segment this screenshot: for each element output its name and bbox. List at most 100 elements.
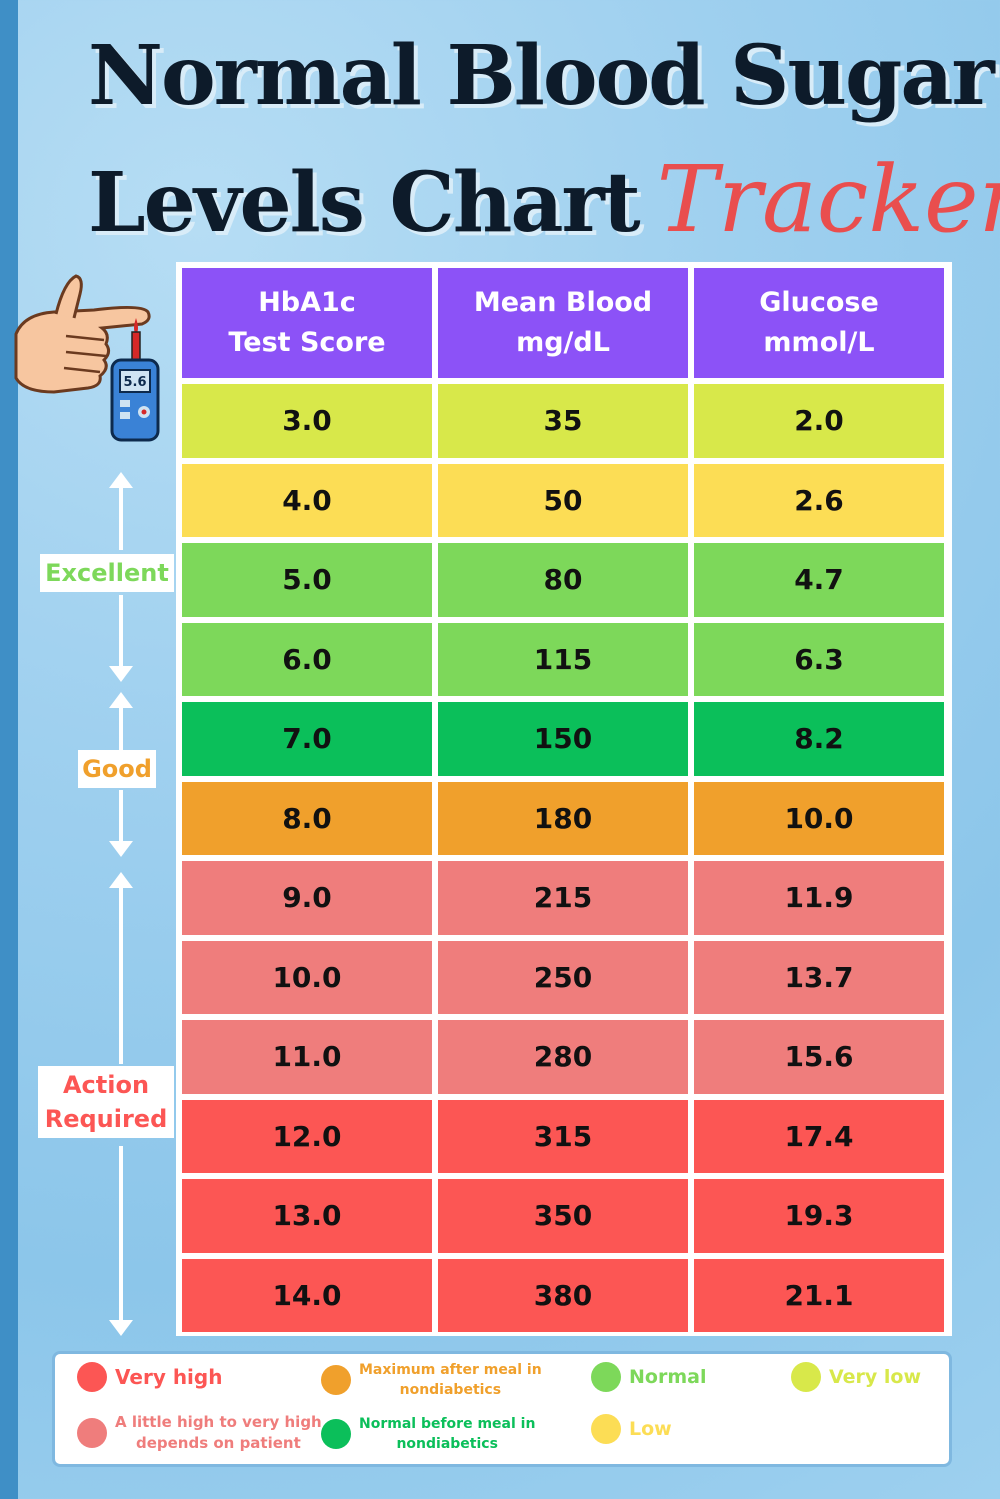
cell-glucose: 2.0 — [694, 384, 944, 458]
cell-mean-blood: 150 — [438, 702, 688, 776]
legend-label-line: nondiabetics — [399, 1382, 502, 1398]
cell-glucose: 11.9 — [694, 861, 944, 935]
header-mean-blood-line-2: mg/dL — [516, 327, 610, 358]
legend-item: Low — [591, 1414, 672, 1444]
legend-label-line: Very high — [115, 1365, 223, 1389]
header-glucose-line-2: mmol/L — [763, 327, 875, 358]
legend-label: Low — [629, 1417, 672, 1442]
cell-mean-blood: 215 — [438, 861, 688, 935]
cell-glucose: 15.6 — [694, 1020, 944, 1094]
title-line-1: Normal Blood Sugar — [88, 28, 995, 124]
legend-label-line: A little high to very high — [115, 1413, 322, 1431]
legend-dot-icon — [591, 1414, 621, 1444]
action-arrow-line-bottom — [119, 1146, 123, 1322]
legend-dot-icon — [591, 1362, 621, 1392]
cell-glucose: 10.0 — [694, 781, 944, 855]
cell-glucose: 19.3 — [694, 1179, 944, 1253]
zone-label-action-line-1: Action — [62, 1071, 150, 1099]
cell-hba1c: 12.0 — [182, 1099, 432, 1173]
legend-label-line: Low — [629, 1417, 672, 1440]
legend-item: A little high to very high depends on pat… — [77, 1412, 322, 1454]
header-glucose: Glucose mmol/L — [694, 268, 944, 378]
legend-dot-icon — [791, 1362, 821, 1392]
legend: Very high Maximum after meal in nondiabeti… — [52, 1351, 952, 1467]
cell-hba1c: 5.0 — [182, 543, 432, 617]
good-arrow-line-top — [119, 706, 123, 750]
legend-dot-icon — [77, 1418, 107, 1448]
zone-label-action-line-2: Required — [44, 1105, 168, 1133]
cell-mean-blood: 350 — [438, 1179, 688, 1253]
cell-glucose: 21.1 — [694, 1258, 944, 1332]
excellent-arrow-up-icon — [109, 472, 133, 488]
cell-hba1c: 9.0 — [182, 861, 432, 935]
title-accent-word: Tracker — [656, 146, 1000, 253]
legend-label-line: Normal — [629, 1365, 707, 1388]
cell-hba1c: 4.0 — [182, 463, 432, 537]
cell-hba1c: 11.0 — [182, 1020, 432, 1094]
action-arrow-line-top — [119, 886, 123, 1064]
legend-label: Very high — [115, 1364, 222, 1390]
hand-glucose-meter-icon: 5.6 — [14, 274, 160, 442]
cell-mean-blood: 180 — [438, 781, 688, 855]
legend-label: Maximum after meal in nondiabetics — [359, 1360, 542, 1400]
legend-item: Very high — [77, 1362, 222, 1392]
legend-label-line: depends on patient — [135, 1434, 301, 1452]
legend-label: Normal — [629, 1365, 706, 1390]
title-line-2-text: Levels Chart — [88, 155, 641, 251]
blood-sugar-table: HbA1c Test Score Mean Blood mg/dL Glucose mmo… — [176, 262, 952, 1336]
cell-hba1c: 8.0 — [182, 781, 432, 855]
zone-label-action-required: Action Required — [38, 1066, 174, 1138]
cell-glucose: 13.7 — [694, 940, 944, 1014]
legend-dot-icon — [77, 1362, 107, 1392]
legend-item: Maximum after meal in nondiabetics — [321, 1360, 542, 1400]
cell-hba1c: 13.0 — [182, 1179, 432, 1253]
good-arrow-up-icon — [109, 692, 133, 708]
zone-label-excellent-text: Excellent — [45, 559, 169, 587]
cell-hba1c: 10.0 — [182, 940, 432, 1014]
legend-label: A little high to very high depends on pat… — [115, 1412, 322, 1454]
legend-item: Very low — [791, 1362, 921, 1392]
good-arrow-line-bottom — [119, 790, 123, 842]
cell-mean-blood: 115 — [438, 622, 688, 696]
zone-label-good-text: Good — [82, 755, 152, 783]
legend-label: Very low — [829, 1365, 921, 1390]
header-hba1c: HbA1c Test Score — [182, 268, 432, 378]
legend-item: Normal before meal in nondiabetics — [321, 1414, 535, 1454]
header-hba1c-line-1: HbA1c — [258, 287, 356, 318]
cell-hba1c: 14.0 — [182, 1258, 432, 1332]
legend-label: Normal before meal in nondiabetics — [359, 1414, 535, 1454]
excellent-arrow-line-top — [119, 486, 123, 550]
header-mean-blood: Mean Blood mg/dL — [438, 268, 688, 378]
action-arrow-up-icon — [109, 872, 133, 888]
cell-mean-blood: 35 — [438, 384, 688, 458]
action-arrow-down-icon — [109, 1320, 133, 1336]
legend-dot-icon — [321, 1419, 351, 1449]
cell-glucose: 2.6 — [694, 463, 944, 537]
meter-reading: 5.6 — [123, 375, 146, 390]
cell-hba1c: 6.0 — [182, 622, 432, 696]
legend-item: Normal — [591, 1362, 706, 1392]
title-line-2: Levels Chart Tracker — [88, 146, 1000, 253]
cell-hba1c: 7.0 — [182, 702, 432, 776]
cell-glucose: 17.4 — [694, 1099, 944, 1173]
cell-hba1c: 3.0 — [182, 384, 432, 458]
cell-glucose: 6.3 — [694, 622, 944, 696]
legend-dot-icon — [321, 1365, 351, 1395]
left-edge-stripe — [0, 0, 18, 1499]
header-hba1c-line-2: Test Score — [228, 327, 386, 358]
cell-mean-blood: 50 — [438, 463, 688, 537]
cell-mean-blood: 250 — [438, 940, 688, 1014]
legend-label-line: Normal before meal in — [359, 1416, 536, 1432]
cell-mean-blood: 380 — [438, 1258, 688, 1332]
good-arrow-down-icon — [109, 841, 133, 857]
cell-mean-blood: 315 — [438, 1099, 688, 1173]
cell-mean-blood: 280 — [438, 1020, 688, 1094]
zone-label-excellent: Excellent — [40, 554, 174, 592]
excellent-arrow-down-icon — [109, 666, 133, 682]
header-glucose-line-1: Glucose — [759, 287, 879, 318]
header-mean-blood-line-1: Mean Blood — [473, 287, 653, 318]
cell-glucose: 4.7 — [694, 543, 944, 617]
cell-mean-blood: 80 — [438, 543, 688, 617]
legend-label-line: nondiabetics — [396, 1436, 498, 1452]
excellent-arrow-line-bottom — [119, 595, 123, 667]
